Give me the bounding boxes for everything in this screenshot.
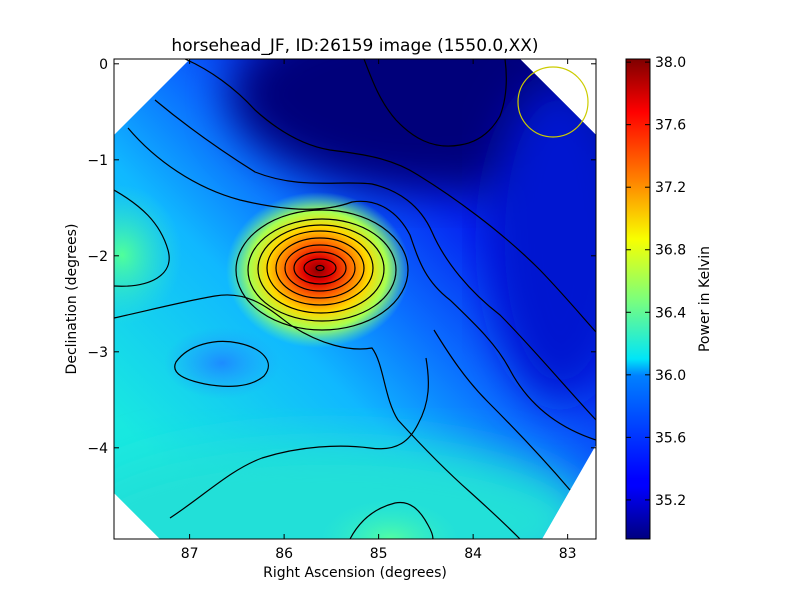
contour-lines xyxy=(114,59,596,539)
contour-line xyxy=(169,357,429,519)
plot-frame xyxy=(113,58,597,540)
colorbar-tick-label: 35.6 xyxy=(655,430,686,446)
colorbar-label: Power in Kelvin xyxy=(697,246,713,352)
peak-contour xyxy=(303,258,337,278)
contour-line xyxy=(433,329,571,491)
contour-line xyxy=(174,340,269,387)
peak-contour xyxy=(315,264,325,272)
colorbar-ticks: 38.0 37.6 37.2 36.8 36.4 36.0 35.6 35.2 xyxy=(626,55,686,509)
colorbar-tick-label: 37.2 xyxy=(655,180,686,196)
x-tick-label: 86 xyxy=(275,546,293,562)
peak-contour xyxy=(257,224,385,314)
x-tick-label: 87 xyxy=(181,546,199,562)
colorbar: 38.0 37.6 37.2 36.8 36.4 36.0 35.6 35.2 Power i… xyxy=(625,55,713,540)
contour-line xyxy=(114,294,521,539)
y-axis: 0 −1 −2 −3 −4 xyxy=(87,57,596,457)
heatmap-left-high xyxy=(114,185,182,325)
x-axis-label: Right Ascension (degrees) xyxy=(263,565,447,581)
peak-contour xyxy=(284,244,356,292)
y-tick-label: 0 xyxy=(99,57,108,73)
colorbar-tick-label: 38.0 xyxy=(655,55,686,71)
heatmap-low-region-2 xyxy=(490,80,596,400)
contour-line xyxy=(154,99,596,421)
peak-contour xyxy=(247,218,397,322)
peak-contours xyxy=(235,209,409,331)
x-tick-label: 85 xyxy=(370,546,388,562)
contour-line xyxy=(114,189,170,287)
peak-contour xyxy=(275,237,365,299)
colorbar-tick-label: 36.4 xyxy=(655,305,686,321)
x-axis: 87 86 85 84 83 xyxy=(181,59,577,562)
colorbar-gradient xyxy=(625,58,651,540)
heatmap-local-min xyxy=(164,327,280,399)
chart-title: horsehead_JF, ID:26159 image (1550.0,XX) xyxy=(171,36,538,56)
colorbar-tick-label: 36.8 xyxy=(655,243,686,259)
y-tick-label: −1 xyxy=(87,153,108,169)
x-tick-label: 83 xyxy=(559,546,577,562)
contour-line xyxy=(363,59,507,147)
contour-line xyxy=(184,59,596,333)
colorbar-tick-label: 36.0 xyxy=(655,368,686,384)
contour-line xyxy=(349,501,434,539)
y-tick-label: −2 xyxy=(87,249,108,265)
x-tick-label: 84 xyxy=(464,546,482,562)
peak-contour xyxy=(235,209,409,331)
y-tick-label: −3 xyxy=(87,345,108,361)
beam-circle xyxy=(517,66,589,138)
y-tick-label: −4 xyxy=(87,441,108,457)
peak-contour xyxy=(266,230,374,306)
peak-contour xyxy=(293,251,347,285)
colorbar-tick-label: 37.6 xyxy=(655,118,686,134)
y-axis-label: Declination (degrees) xyxy=(64,224,80,375)
heatmap-field xyxy=(114,59,596,539)
colorbar-tick-label: 35.2 xyxy=(655,493,686,509)
contour-line xyxy=(127,127,596,441)
